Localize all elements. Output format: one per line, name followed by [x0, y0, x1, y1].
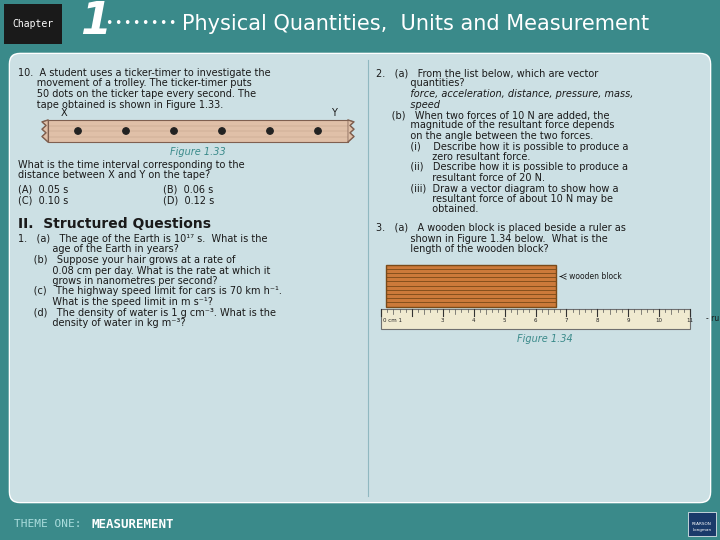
Bar — [386, 265, 556, 307]
Text: grows in nanometres per second?: grows in nanometres per second? — [18, 276, 217, 286]
Text: 0.08 cm per day. What is the rate at which it: 0.08 cm per day. What is the rate at whi… — [18, 266, 271, 275]
Text: •: • — [168, 17, 176, 30]
Circle shape — [267, 128, 273, 134]
Text: (b)   When two forces of 10 N are added, the: (b) When two forces of 10 N are added, t… — [376, 110, 610, 120]
Circle shape — [171, 128, 177, 134]
Circle shape — [315, 128, 321, 134]
Text: tape obtained is shown in Figure 1.33.: tape obtained is shown in Figure 1.33. — [18, 99, 223, 110]
Text: Longman: Longman — [693, 528, 711, 532]
Text: Figure 1.34: Figure 1.34 — [517, 334, 572, 345]
Text: X: X — [60, 108, 67, 118]
Text: (D)  0.12 s: (D) 0.12 s — [163, 195, 215, 206]
Text: (iii)  Draw a vector diagram to show how a: (iii) Draw a vector diagram to show how … — [376, 184, 618, 193]
Text: •: • — [132, 17, 140, 30]
Text: •: • — [123, 17, 130, 30]
Text: •: • — [159, 17, 166, 30]
Bar — [0, 508, 720, 540]
Text: 1.   (a)   The age of the Earth is 10¹⁷ s.  What is the: 1. (a) The age of the Earth is 10¹⁷ s. W… — [18, 234, 268, 244]
Text: PEARSON: PEARSON — [692, 522, 712, 526]
Text: 7: 7 — [564, 318, 568, 322]
Text: Physical Quantities,  Units and Measurement: Physical Quantities, Units and Measureme… — [182, 14, 649, 34]
Text: •: • — [105, 17, 112, 30]
Text: MEASUREMENT: MEASUREMENT — [92, 517, 174, 530]
Text: 1: 1 — [80, 1, 111, 44]
Text: 0 cm 1: 0 cm 1 — [383, 318, 402, 322]
Text: THEME ONE:: THEME ONE: — [14, 519, 81, 529]
Text: magnitude of the resultant force depends: magnitude of the resultant force depends — [376, 120, 614, 131]
Text: age of the Earth in years?: age of the Earth in years? — [18, 245, 179, 254]
Text: Y: Y — [331, 108, 337, 118]
Text: - wooden block: - wooden block — [564, 272, 622, 281]
Text: •: • — [141, 17, 148, 30]
Text: What is the speed limit in m s⁻¹?: What is the speed limit in m s⁻¹? — [18, 297, 213, 307]
Text: obtained.: obtained. — [376, 205, 478, 214]
Bar — [48, 120, 348, 142]
Text: density of water in kg m⁻³?: density of water in kg m⁻³? — [18, 318, 186, 328]
Bar — [381, 308, 690, 328]
Text: What is the time interval corresponding to the: What is the time interval corresponding … — [18, 160, 245, 170]
Bar — [4, 4, 62, 44]
Text: II.  Structured Questions: II. Structured Questions — [18, 217, 211, 231]
Text: 10.  A student uses a ticker-timer to investigate the: 10. A student uses a ticker-timer to inv… — [18, 68, 271, 78]
Text: 6: 6 — [534, 318, 537, 322]
Text: zero resultant force.: zero resultant force. — [376, 152, 531, 162]
Text: (B)  0.06 s: (B) 0.06 s — [163, 184, 213, 194]
Text: •: • — [114, 17, 122, 30]
Text: 9: 9 — [626, 318, 630, 322]
Text: movement of a trolley. The ticker-timer puts: movement of a trolley. The ticker-timer … — [18, 78, 252, 89]
Text: speed: speed — [376, 99, 440, 110]
Text: (C)  0.10 s: (C) 0.10 s — [18, 195, 68, 206]
Text: quantities?: quantities? — [376, 78, 464, 89]
Text: 5: 5 — [503, 318, 506, 322]
Text: length of the wooden block?: length of the wooden block? — [376, 244, 549, 254]
Text: (i)    Describe how it is possible to produce a: (i) Describe how it is possible to produ… — [376, 141, 629, 152]
Polygon shape — [348, 120, 354, 142]
Text: on the angle between the two forces.: on the angle between the two forces. — [376, 131, 593, 141]
Polygon shape — [42, 120, 48, 142]
Text: (ii)   Describe how it is possible to produce a: (ii) Describe how it is possible to prod… — [376, 163, 628, 172]
Text: 4: 4 — [472, 318, 475, 322]
Text: 3: 3 — [441, 318, 444, 322]
Text: resultant force of about 10 N may be: resultant force of about 10 N may be — [376, 194, 613, 204]
Text: 50 dots on the ticker tape every second. The: 50 dots on the ticker tape every second.… — [18, 89, 256, 99]
Text: 10: 10 — [656, 318, 662, 322]
Circle shape — [219, 128, 225, 134]
Text: shown in Figure 1.34 below.  What is the: shown in Figure 1.34 below. What is the — [376, 233, 608, 244]
FancyBboxPatch shape — [8, 52, 712, 504]
Text: 3.   (a)   A wooden block is placed beside a ruler as: 3. (a) A wooden block is placed beside a… — [376, 223, 626, 233]
Text: 11: 11 — [686, 318, 693, 322]
Circle shape — [75, 128, 81, 134]
Text: 2.   (a)   From the list below, which are vector: 2. (a) From the list below, which are ve… — [376, 68, 598, 78]
Text: (d)   The density of water is 1 g cm⁻³. What is the: (d) The density of water is 1 g cm⁻³. Wh… — [18, 307, 276, 318]
Circle shape — [123, 128, 129, 134]
Text: resultant force of 20 N.: resultant force of 20 N. — [376, 173, 545, 183]
Text: Figure 1.33: Figure 1.33 — [170, 147, 226, 157]
Text: force, acceleration, distance, pressure, mass,: force, acceleration, distance, pressure,… — [376, 89, 634, 99]
Text: distance between X and Y on the tape?: distance between X and Y on the tape? — [18, 171, 210, 180]
Text: (A)  0.05 s: (A) 0.05 s — [18, 184, 68, 194]
Text: •: • — [150, 17, 158, 30]
Bar — [0, 0, 720, 48]
Text: Chapter: Chapter — [12, 19, 53, 29]
Text: (b)   Suppose your hair grows at a rate of: (b) Suppose your hair grows at a rate of — [18, 255, 235, 265]
Text: (c)   The highway speed limit for cars is 70 km h⁻¹.: (c) The highway speed limit for cars is … — [18, 287, 282, 296]
Bar — [688, 512, 716, 536]
FancyBboxPatch shape — [10, 54, 710, 502]
Text: 8: 8 — [595, 318, 599, 322]
Text: - ruler: - ruler — [706, 314, 720, 323]
